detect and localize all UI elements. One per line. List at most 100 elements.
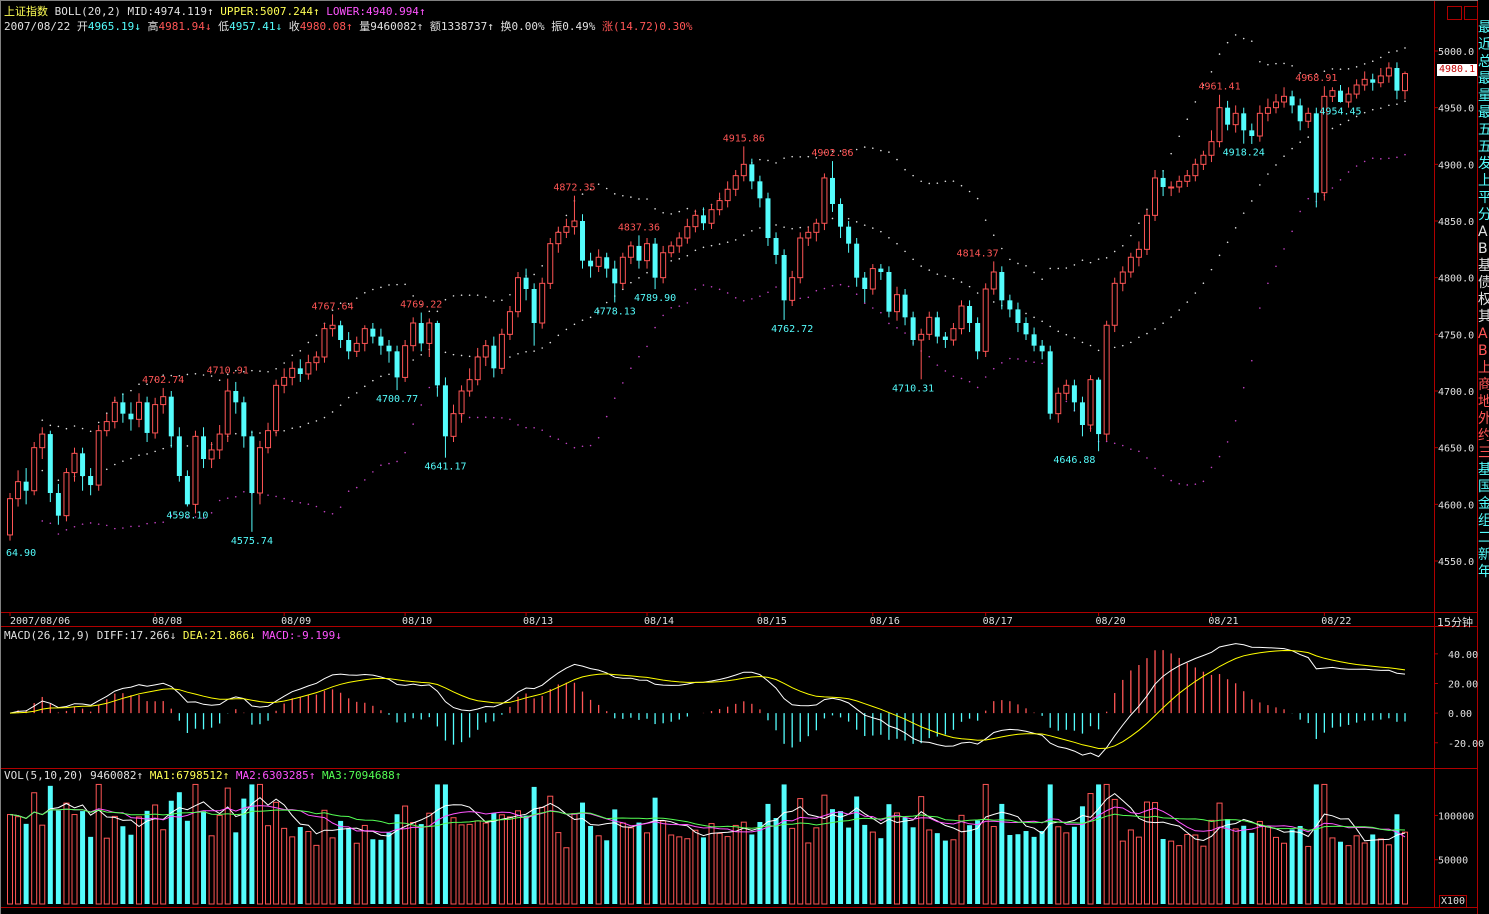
lower-band-dot (646, 345, 648, 348)
upper-band-dot (622, 194, 624, 197)
lower-band-dot (525, 426, 527, 429)
x-tick-label: 08/17 (983, 616, 1013, 627)
upper-band-dot (1234, 34, 1237, 36)
candle-body-up (95, 430, 102, 486)
upper-band-dot (984, 219, 987, 221)
volume-bar-up (958, 814, 965, 905)
upper-band-dot (533, 273, 535, 276)
mid-band-dot (1404, 100, 1406, 103)
volume-bar-up (1063, 832, 1070, 905)
volume-bar-up (289, 836, 296, 905)
volume-bar-down (765, 803, 771, 904)
lower-band-dot (1396, 156, 1398, 159)
candle-body-down (442, 385, 448, 437)
upper-band-dot (1283, 62, 1285, 65)
lower-band-dot (323, 510, 326, 513)
amount-value: 1338737 (440, 20, 488, 33)
upper-band-dot (863, 146, 866, 148)
low-annotation: 4641.17 (424, 462, 466, 473)
lower-band-dot (291, 500, 294, 502)
upper-band-dot (613, 193, 616, 195)
candle-body-up (192, 435, 199, 505)
volume-bar-up (15, 816, 22, 905)
volume-bar-down (910, 827, 916, 904)
mid-band-dot (605, 301, 608, 304)
mid-band-dot (1202, 282, 1205, 285)
candle-body-up (152, 404, 159, 434)
candle-body-down (418, 323, 424, 344)
candle-body-up (313, 356, 320, 364)
period-button[interactable]: 15分钟 (1437, 616, 1473, 629)
volume-bar-up (539, 806, 546, 905)
mid-band-dot (686, 254, 689, 257)
lower-band-dot (202, 517, 205, 519)
volume-bar-down (999, 803, 1005, 904)
mid-band-dot (347, 396, 350, 399)
candle-body-up (515, 277, 522, 313)
upper-band-dot (1001, 247, 1003, 250)
index-name: 上证指数 (4, 5, 48, 18)
volume-bar-down (757, 821, 763, 904)
x-tick-label: 08/22 (1321, 616, 1351, 627)
macd-value: -9.199 (295, 629, 336, 642)
lower-band-dot (605, 415, 608, 418)
mid-band-dot (388, 373, 390, 376)
low-arrow: ↓ (275, 20, 283, 33)
macd-y-tick-label: -20.00 (1448, 739, 1484, 750)
upper-band-dot (888, 151, 890, 153)
mid-band-dot (1073, 337, 1076, 339)
macd-arrow: ↓ (335, 629, 342, 642)
candle-body-down (757, 181, 763, 199)
upper-band-dot (1025, 265, 1027, 267)
volume-bar-up (660, 820, 667, 905)
upper-band-dot (1057, 267, 1060, 270)
volume-bar-up (410, 822, 417, 905)
mid-band-dot (1170, 316, 1172, 318)
maximize-window-icon[interactable] (1464, 6, 1478, 20)
mid-band-dot (928, 269, 931, 271)
high-value: 4981.94 (158, 20, 205, 33)
mid-band-dot (1307, 136, 1310, 138)
side-strip-char: 外 (1478, 411, 1489, 427)
mid-band-dot (557, 334, 560, 337)
volume-bar-down (233, 832, 239, 904)
volume-bar-up (1127, 829, 1134, 905)
low-annotation: 4918.24 (1223, 148, 1265, 159)
candle-body-up (1119, 271, 1126, 284)
upper-band-dot (912, 174, 914, 177)
current-price-tag: 4980.1 (1437, 64, 1478, 76)
candle-body-down (1079, 402, 1085, 425)
upper-band-dot (807, 155, 810, 158)
restore-window-icon[interactable] (1447, 6, 1462, 20)
mid-band-dot (751, 230, 753, 232)
volume-bar-up (152, 804, 159, 905)
mid-band-dot (791, 227, 793, 230)
lower-band-dot (1291, 230, 1293, 233)
lower-band-dot (122, 527, 124, 529)
volume-bar-down (1079, 806, 1085, 904)
lower-band-dot (154, 521, 156, 524)
lower-band-dot (896, 327, 898, 329)
close-value: 4980.08 (299, 20, 347, 33)
lower-band-dot (105, 524, 108, 527)
lower-band-dot (823, 287, 826, 290)
volume-bar-down (88, 836, 94, 904)
lower-band-dot (210, 512, 213, 514)
candle-body-down (378, 336, 384, 346)
candle-body-up (950, 328, 957, 341)
lower-band-dot (1178, 482, 1181, 485)
volume-bar-down (491, 812, 497, 904)
candle-body-down (1023, 323, 1029, 335)
candle-body-up (1361, 78, 1368, 86)
high-annotation: 4902.86 (811, 148, 853, 159)
volume-bar-up (692, 829, 699, 905)
candle-body-up (926, 316, 933, 335)
lower-band-dot (234, 495, 237, 498)
upper-band-dot (97, 421, 100, 424)
candle-body-up (1055, 392, 1062, 415)
lower-band-dot (1299, 210, 1301, 213)
candle-body-down (700, 215, 706, 224)
lower-band-dot (742, 300, 745, 302)
lower-band-dot (1218, 455, 1221, 458)
volume-bar-up (466, 823, 473, 905)
